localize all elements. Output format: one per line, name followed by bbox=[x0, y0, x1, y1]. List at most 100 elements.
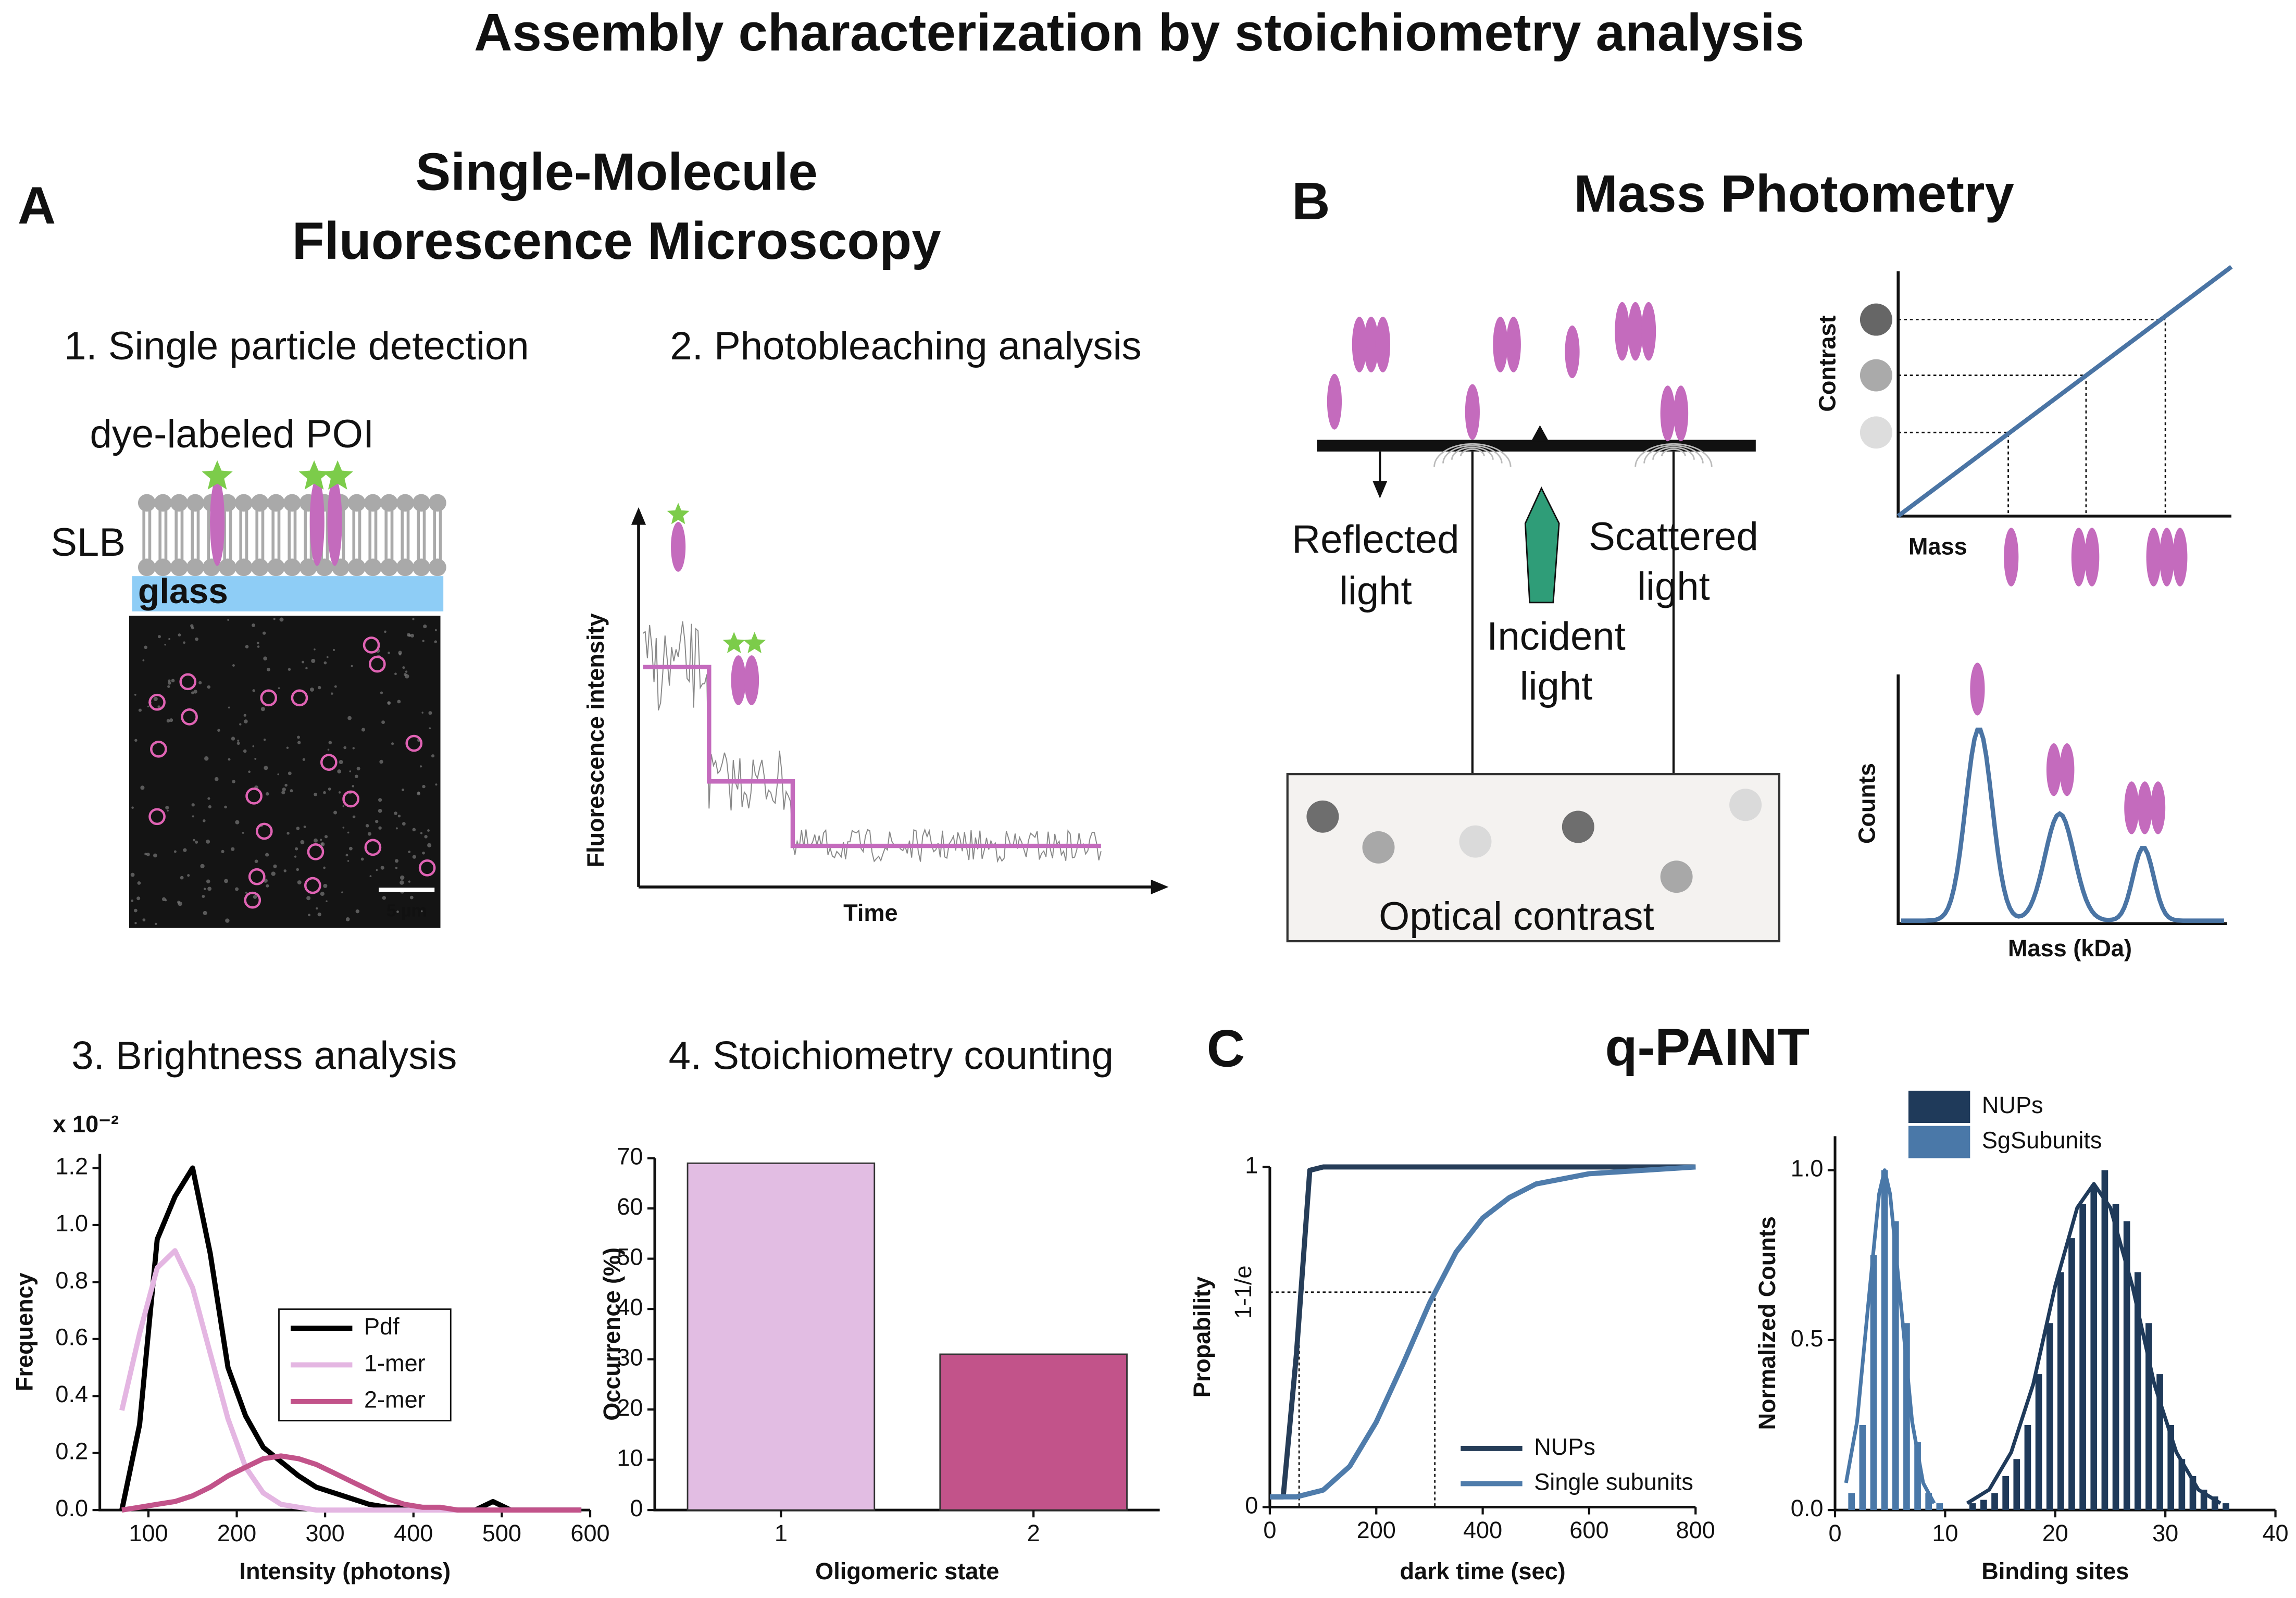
x-tick-label: 500 bbox=[482, 1520, 521, 1546]
histogram-bar bbox=[2002, 1476, 2009, 1510]
speckle bbox=[342, 827, 345, 829]
x-axis-label: Binding sites bbox=[1981, 1558, 2129, 1584]
speckle bbox=[252, 745, 255, 747]
speckle bbox=[297, 880, 302, 885]
arrow-head bbox=[1151, 879, 1169, 894]
speckle bbox=[265, 853, 269, 857]
y-tick-label: 0.4 bbox=[55, 1381, 88, 1407]
legend-label: 1-mer bbox=[364, 1350, 426, 1376]
speckle bbox=[306, 896, 311, 901]
speckle bbox=[243, 714, 246, 717]
speckle bbox=[378, 808, 382, 813]
speckle bbox=[408, 851, 411, 853]
label: Counts bbox=[1854, 763, 1880, 844]
speckle bbox=[168, 638, 171, 640]
speckle bbox=[352, 785, 355, 788]
speckle bbox=[407, 633, 410, 637]
speckle bbox=[183, 848, 187, 852]
lipid-head bbox=[218, 558, 236, 577]
speckle bbox=[417, 792, 420, 795]
speckle bbox=[225, 918, 230, 923]
speckle bbox=[254, 757, 257, 760]
protein bbox=[327, 478, 342, 566]
speckle bbox=[339, 760, 343, 765]
speckle bbox=[144, 853, 147, 856]
protein bbox=[1493, 316, 1508, 372]
speckle bbox=[263, 656, 267, 661]
speckle bbox=[131, 900, 134, 902]
speckle bbox=[282, 788, 286, 792]
slb-label: SLB bbox=[51, 520, 126, 565]
y-tick-label: 50 bbox=[617, 1244, 643, 1270]
protein bbox=[1615, 302, 1630, 361]
guide-line bbox=[1898, 319, 2166, 516]
speckle bbox=[378, 826, 382, 830]
x-tick-label: 400 bbox=[1463, 1517, 1502, 1543]
speckle bbox=[169, 718, 173, 722]
legend-swatch bbox=[1908, 1091, 1970, 1123]
lipid-head bbox=[234, 558, 253, 577]
panel-title: q-PAINT bbox=[1605, 1018, 1810, 1077]
y-tick-label: 70 bbox=[617, 1143, 643, 1170]
speckle bbox=[323, 866, 326, 869]
speckle bbox=[168, 681, 171, 685]
speckle bbox=[311, 658, 316, 663]
scatter-wave bbox=[1643, 445, 1704, 464]
speckle bbox=[400, 880, 404, 885]
legend-swatch bbox=[1908, 1126, 1970, 1158]
protein bbox=[1628, 302, 1643, 361]
x-axis-label: Intensity (photons) bbox=[239, 1558, 451, 1584]
speckle bbox=[419, 765, 422, 768]
speckle bbox=[314, 792, 317, 796]
speckle bbox=[208, 805, 211, 809]
label: Incident bbox=[1487, 614, 1625, 658]
y-tick-label: 0.8 bbox=[55, 1267, 88, 1293]
dye-star bbox=[298, 460, 330, 490]
detected-particle bbox=[368, 655, 386, 673]
speckle bbox=[161, 897, 166, 902]
legend-label: NUPs bbox=[1982, 1092, 2043, 1118]
speckle bbox=[245, 645, 249, 648]
speckle bbox=[130, 872, 135, 877]
speckle bbox=[140, 785, 145, 790]
speckle bbox=[202, 895, 205, 898]
label: Reflected bbox=[1292, 518, 1459, 562]
speckle bbox=[224, 879, 229, 883]
speckle bbox=[180, 876, 184, 880]
speckle bbox=[427, 843, 432, 847]
label: Scattered bbox=[1589, 515, 1758, 559]
speckle bbox=[183, 641, 186, 644]
speckle bbox=[378, 798, 382, 802]
speckle bbox=[376, 869, 378, 871]
speckle bbox=[138, 708, 142, 712]
speckle bbox=[187, 874, 190, 877]
protein bbox=[309, 478, 325, 566]
speckle bbox=[296, 827, 300, 830]
contrast-spot bbox=[1660, 860, 1693, 893]
speckle bbox=[296, 868, 300, 871]
speckle bbox=[147, 705, 149, 708]
detected-particle bbox=[320, 754, 338, 771]
speckle bbox=[334, 685, 337, 688]
panel-letter: A bbox=[18, 176, 56, 235]
speckle bbox=[224, 805, 227, 809]
speckle bbox=[248, 770, 251, 773]
speckle bbox=[375, 819, 379, 823]
speckle bbox=[134, 921, 137, 925]
scatter-wave bbox=[1442, 445, 1503, 464]
y-tick-label: 10 bbox=[617, 1445, 643, 1471]
speckle bbox=[314, 838, 318, 843]
speckle bbox=[394, 812, 397, 815]
speckle bbox=[236, 742, 240, 745]
calibration-line bbox=[1896, 265, 2233, 518]
speckle bbox=[284, 783, 288, 787]
speckle bbox=[422, 852, 425, 855]
speckle bbox=[203, 888, 206, 890]
speckle bbox=[398, 653, 402, 656]
step-title: 2. Photobleaching analysis bbox=[670, 324, 1141, 368]
speckle bbox=[237, 740, 240, 742]
speckle bbox=[310, 687, 314, 692]
speckle bbox=[283, 869, 287, 872]
detected-particle bbox=[363, 636, 380, 654]
detected-particle bbox=[179, 673, 197, 691]
